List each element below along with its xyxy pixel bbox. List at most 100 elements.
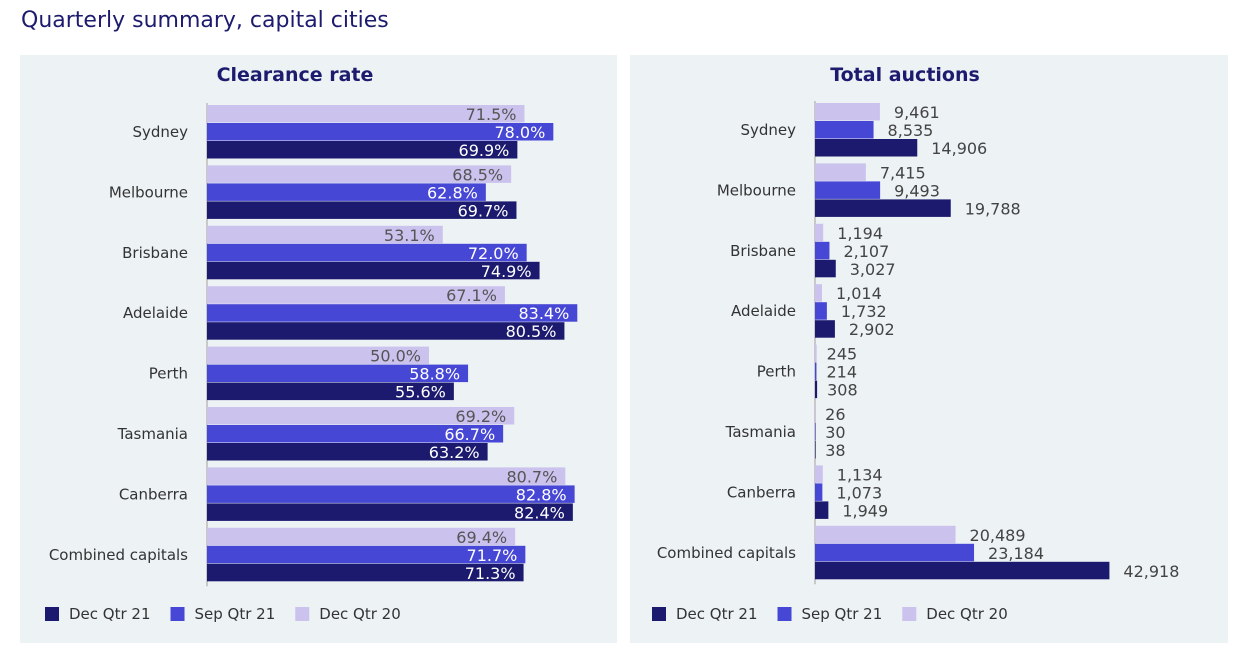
data-label: 2,902 xyxy=(849,320,895,339)
bar xyxy=(815,302,827,320)
data-label: 69.9% xyxy=(459,141,510,160)
legend-label: Sep Qtr 21 xyxy=(802,605,883,623)
data-label: 1,194 xyxy=(837,224,883,243)
bar xyxy=(207,382,454,401)
bar xyxy=(207,261,540,280)
bar xyxy=(207,364,469,383)
bar xyxy=(815,423,816,441)
data-label: 50.0% xyxy=(370,347,421,366)
bar xyxy=(207,286,505,304)
data-label: 8,535 xyxy=(888,121,934,140)
data-label: 7,415 xyxy=(880,163,926,182)
data-label: 58.8% xyxy=(409,365,460,384)
data-label: 82.4% xyxy=(514,503,565,522)
bar xyxy=(207,563,524,582)
data-label: 1,073 xyxy=(836,483,882,502)
category-label: Combined capitals xyxy=(49,546,188,564)
bar xyxy=(815,465,823,483)
bar xyxy=(815,223,824,242)
data-label: 71.7% xyxy=(467,546,518,565)
category-label: Melbourne xyxy=(109,183,188,201)
bar xyxy=(815,163,866,181)
bar xyxy=(815,284,822,302)
legend-label: Dec Qtr 20 xyxy=(319,605,401,623)
data-label: 66.7% xyxy=(444,425,495,444)
category-label: Perth xyxy=(149,365,188,383)
data-label: 14,906 xyxy=(931,139,987,158)
bar xyxy=(207,443,488,461)
category-label: Canberra xyxy=(727,483,796,501)
bar xyxy=(207,243,527,262)
data-label: 214 xyxy=(826,363,857,382)
category-label: Brisbane xyxy=(122,244,188,262)
data-label: 9,461 xyxy=(894,103,940,122)
data-label: 1,732 xyxy=(841,302,887,321)
legend-label: Dec Qtr 20 xyxy=(926,605,1008,623)
data-label: 55.6% xyxy=(395,383,446,402)
data-label: 67.1% xyxy=(446,286,497,305)
category-label: Brisbane xyxy=(730,242,796,260)
bar xyxy=(207,346,429,365)
chart-title: Clearance rate xyxy=(217,64,374,86)
bar xyxy=(815,362,817,381)
category-label: Tasmania xyxy=(117,425,188,443)
category-label: Tasmania xyxy=(725,423,796,441)
bar xyxy=(815,483,823,501)
bar xyxy=(207,165,512,183)
data-label: 80.7% xyxy=(506,467,557,486)
legend-swatch xyxy=(295,607,310,621)
bar xyxy=(815,199,951,217)
bar xyxy=(207,467,566,485)
data-label: 74.9% xyxy=(481,262,532,281)
data-label: 1,949 xyxy=(842,501,888,520)
data-label: 53.1% xyxy=(384,226,435,245)
bar xyxy=(207,485,575,503)
data-label: 72.0% xyxy=(468,244,519,263)
legend-swatch xyxy=(652,607,666,621)
data-label: 80.5% xyxy=(506,322,557,341)
page-title: Quarterly summary, capital cities xyxy=(21,8,389,33)
bar xyxy=(207,141,518,159)
data-label: 69.7% xyxy=(458,201,509,220)
data-label: 38 xyxy=(825,441,845,460)
bar xyxy=(815,320,835,338)
clearance-rate-chart: Clearance rate Sydney 71.5%78.0%69.9% Melbo… xyxy=(45,64,578,623)
bar xyxy=(207,225,443,244)
data-label: 19,788 xyxy=(965,199,1021,218)
bar xyxy=(207,183,486,201)
category-label: Adelaide xyxy=(731,302,796,320)
bar xyxy=(207,527,516,546)
category-label: Adelaide xyxy=(123,304,188,322)
legend-swatch xyxy=(777,607,792,621)
category-label: Combined capitals xyxy=(657,544,796,562)
bar xyxy=(815,181,881,199)
category-label: Sydney xyxy=(132,123,188,141)
data-label: 62.8% xyxy=(427,183,478,202)
bar xyxy=(815,405,816,423)
data-label: 83.4% xyxy=(518,304,569,323)
data-label: 1,014 xyxy=(836,284,882,303)
legend-swatch xyxy=(902,607,917,621)
bar xyxy=(815,139,918,157)
data-label: 42,918 xyxy=(1123,562,1179,581)
category-label: Sydney xyxy=(740,121,796,139)
data-label: 20,489 xyxy=(970,526,1026,545)
bar xyxy=(815,380,818,399)
legend-swatch xyxy=(170,607,185,621)
bar xyxy=(815,259,836,278)
legend-label: Dec Qtr 21 xyxy=(676,605,758,623)
data-label: 308 xyxy=(827,381,858,400)
data-label: 71.3% xyxy=(465,564,516,583)
data-label: 245 xyxy=(827,345,858,364)
data-label: 71.5% xyxy=(466,105,517,124)
bar xyxy=(815,525,956,544)
bar xyxy=(207,304,578,322)
data-label: 69.2% xyxy=(455,407,506,426)
bar xyxy=(815,103,880,121)
clearance-rate-panel: Clearance rate Sydney 71.5% 78.0% 69.9% Melbo… xyxy=(20,55,617,643)
category-label: Canberra xyxy=(119,485,188,503)
bar xyxy=(207,425,504,443)
bar xyxy=(207,201,517,219)
bar xyxy=(207,123,554,141)
